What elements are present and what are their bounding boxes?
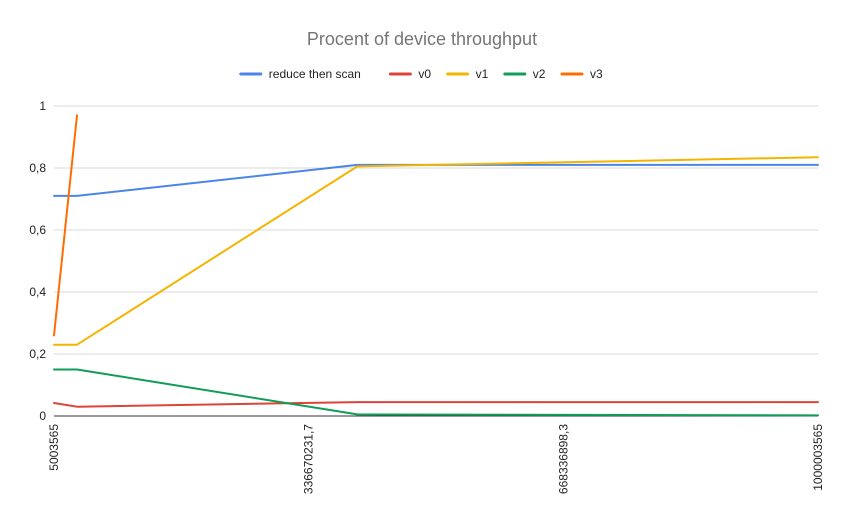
series-line-v1 xyxy=(53,156,819,346)
legend-item-v0: v0 xyxy=(388,67,431,81)
legend-item-reduce-then-scan: reduce then scan xyxy=(239,67,361,81)
chart-title: Procent of device throughput xyxy=(307,29,537,49)
y-tick-label: 0,6 xyxy=(29,223,46,237)
series-line-v2 xyxy=(53,368,819,417)
y-axis-ticks: 0 0,2 0,4 0,6 0,8 1 xyxy=(29,99,46,423)
legend: reduce then scan v0 v1 v2 v3 xyxy=(239,67,603,81)
legend-item-v2: v2 xyxy=(503,67,546,81)
x-tick-label: 668336898,3 xyxy=(556,424,570,494)
y-tick-label: 0,2 xyxy=(29,347,46,361)
legend-label: v2 xyxy=(533,67,546,81)
y-tick-label: 1 xyxy=(39,99,46,113)
x-axis-ticks: 5003565 336670231,7 668336898,3 1000003565 xyxy=(47,424,825,494)
series-line-v3 xyxy=(53,114,78,337)
y-tick-label: 0,8 xyxy=(29,161,46,175)
gridlines xyxy=(54,105,818,355)
x-tick-label: 336670231,7 xyxy=(302,424,316,494)
x-tick-label: 1000003565 xyxy=(811,424,825,491)
series-line-reduce-then-scan xyxy=(53,163,819,197)
legend-label: v0 xyxy=(418,67,431,81)
legend-label: reduce then scan xyxy=(269,67,361,81)
y-tick-label: 0 xyxy=(39,409,46,423)
series-lines xyxy=(53,114,819,417)
legend-item-v3: v3 xyxy=(560,67,603,81)
y-tick-label: 0,4 xyxy=(29,285,46,299)
legend-label: v3 xyxy=(590,67,603,81)
x-tick-label: 5003565 xyxy=(47,424,61,471)
legend-item-v1: v1 xyxy=(446,67,489,81)
legend-label: v1 xyxy=(476,67,489,81)
series-line-v0 xyxy=(53,401,819,408)
